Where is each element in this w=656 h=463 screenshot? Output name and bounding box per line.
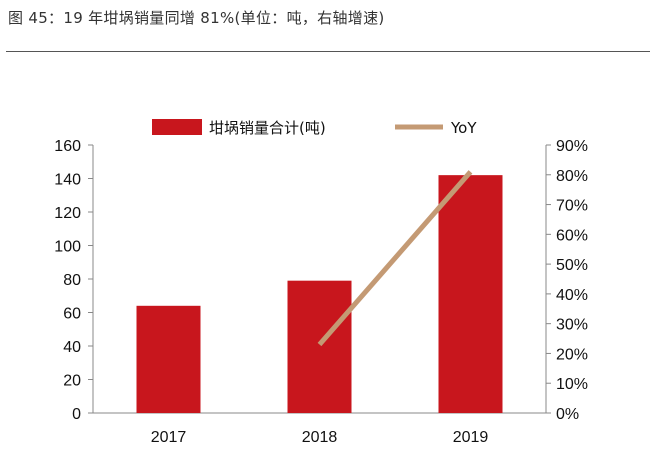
left-tick-label: 0 — [72, 406, 81, 423]
left-tick-label: 160 — [54, 138, 81, 155]
left-tick-label: 120 — [54, 205, 81, 222]
left-tick-label: 140 — [54, 172, 81, 189]
bar — [288, 281, 352, 413]
right-tick-label: 40% — [556, 287, 588, 304]
right-tick-label: 70% — [556, 198, 588, 215]
legend-label-bar: 坩埚销量合计(吨) — [209, 119, 326, 137]
right-tick-label: 60% — [556, 227, 588, 244]
x-tick-label: 2018 — [302, 429, 338, 446]
right-tick-label: 80% — [556, 168, 588, 185]
right-tick-label: 30% — [556, 317, 588, 334]
right-tick-label: 0% — [556, 406, 579, 423]
left-tick-label: 20 — [63, 373, 81, 390]
x-tick-label: 2019 — [453, 429, 489, 446]
left-tick-label: 40 — [63, 339, 81, 356]
left-tick-label: 100 — [54, 239, 81, 256]
bar — [137, 306, 201, 413]
right-tick-label: 20% — [556, 346, 588, 363]
legend-label-line: YoY — [450, 119, 477, 137]
bar-series — [137, 175, 503, 413]
left-tick-label: 60 — [63, 306, 81, 323]
legend-swatch-bar — [152, 119, 202, 135]
legend: 坩埚销量合计(吨) YoY — [152, 119, 477, 137]
right-tick-label: 10% — [556, 376, 588, 393]
right-tick-label: 50% — [556, 257, 588, 274]
x-tick-label: 2017 — [151, 429, 187, 446]
right-tick-label: 90% — [556, 138, 588, 155]
bar — [439, 175, 503, 413]
left-tick-label: 80 — [63, 272, 81, 289]
